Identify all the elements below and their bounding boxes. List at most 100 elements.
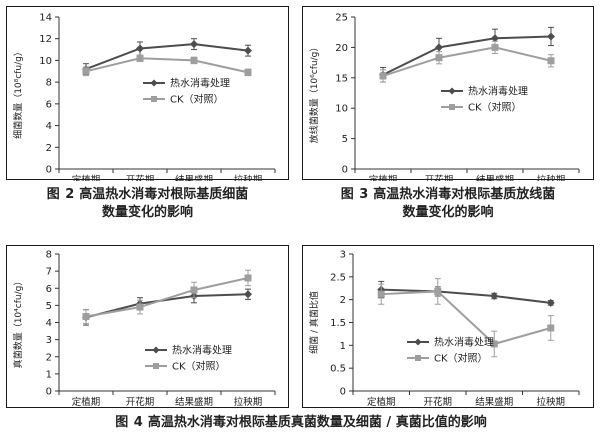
y-tick-label: 10 xyxy=(335,104,348,115)
legend-marker xyxy=(448,87,456,95)
legend-marker xyxy=(151,96,157,102)
series-line xyxy=(382,35,552,76)
y-tick-label: 14 xyxy=(39,13,52,24)
y-tick-label: 8 xyxy=(46,250,52,261)
data-point xyxy=(547,324,555,332)
chart-bacteria: 0 2 4 6 8 10 12 14 定植期 开花期 结果盛期 拉秧期 细菌数量（10⁸cfu/g） 热水… xyxy=(12,13,276,181)
chart-panel-ratio: 0 0.5 1 1.5 2 2.5 3 定植期 开花期 结果盛期 拉秧期 细菌 / 真菌比值 热水消毒处… xyxy=(302,245,594,408)
x-tick-label: 定植期 xyxy=(72,174,101,181)
chart-ratio: 0 0.5 1 1.5 2 2.5 3 定植期 开花期 结果盛期 拉秧期 细菌 / 真菌比值 热水消毒处… xyxy=(308,250,580,408)
y-tick-label: 8 xyxy=(46,78,52,89)
x-tick-label: 开花期 xyxy=(425,174,454,181)
y-tick-label: 5 xyxy=(342,134,348,145)
y-tick-label: 0 xyxy=(340,387,346,398)
y-tick-label: 6 xyxy=(46,284,52,295)
legend-label: 热水消毒处理 xyxy=(468,85,528,98)
data-point xyxy=(434,287,442,295)
data-point xyxy=(244,274,252,282)
y-tick-label: 0 xyxy=(342,165,348,176)
chart-panel-actinomycetes: 0 5 10 15 20 25 定植期 开花期 结果盛期 拉秧期 放线菌数量（10⁶cfu/g） 热水… xyxy=(302,6,594,181)
y-tick-label: 2 xyxy=(46,143,52,154)
chart-panel-bacteria: 0 2 4 6 8 10 12 14 定植期 开花期 结果盛期 拉秧期 细菌数量（10⁸cfu/g） 热水… xyxy=(6,6,289,181)
data-point xyxy=(136,303,144,311)
x-tick-label: 拉秧期 xyxy=(536,396,565,408)
legend-marker xyxy=(152,346,160,354)
y-tick-label: 6 xyxy=(46,99,52,110)
legend-label: CK（对照） xyxy=(172,360,226,373)
y-tick-label: 0 xyxy=(46,387,52,398)
caption-fig3-number: 图 3 xyxy=(340,187,369,202)
chart-actinomycetes: 0 5 10 15 20 25 定植期 开花期 结果盛期 拉秧期 放线菌数量（10⁶cfu/g） 热水… xyxy=(308,13,580,181)
data-point xyxy=(190,286,198,294)
caption-fig2-line1: 高温热水消毒对根际基质细菌 xyxy=(79,187,249,202)
x-tick-label: 开花期 xyxy=(423,396,452,408)
x-tick-label: 结果盛期 xyxy=(175,174,213,181)
y-tick-label: 5 xyxy=(46,301,52,312)
y-tick-label: 20 xyxy=(335,43,348,54)
caption-fig4: 图 4 高温热水消毒对根际基质真菌数量及细菌 / 真菌比值的影响 xyxy=(0,414,602,432)
x-tick-label: 定植期 xyxy=(367,396,396,408)
caption-fig2-number: 图 2 xyxy=(46,187,75,202)
data-point xyxy=(546,298,555,307)
data-point xyxy=(435,43,443,52)
data-point xyxy=(190,56,198,64)
legend-label: CK（对照） xyxy=(468,101,522,114)
series-line xyxy=(382,46,552,77)
series-line xyxy=(381,288,551,304)
data-point xyxy=(377,290,385,298)
y-tick-label: 2.5 xyxy=(330,272,346,283)
y-tick-label: 2 xyxy=(340,295,346,306)
x-tick-label: 结果盛期 xyxy=(475,396,513,408)
legend-label: 热水消毒处理 xyxy=(170,77,230,90)
data-point xyxy=(82,313,90,321)
data-point xyxy=(547,57,555,65)
data-point xyxy=(244,68,252,76)
data-point xyxy=(490,292,499,301)
y-tick-label: 3 xyxy=(46,335,52,346)
legend-label: CK（对照） xyxy=(170,93,224,106)
data-point xyxy=(379,72,387,80)
y-tick-label: 1.5 xyxy=(330,318,346,329)
caption-fig3-line2: 数量变化的影响 xyxy=(402,205,494,220)
series-line xyxy=(85,57,249,74)
x-tick-label: 结果盛期 xyxy=(476,174,514,181)
y-tick-label: 25 xyxy=(335,13,348,24)
y-axis-label: 细菌数量（10⁸cfu/g） xyxy=(12,47,24,139)
y-tick-label: 12 xyxy=(39,34,52,45)
data-point xyxy=(136,44,144,53)
chart-panel-fungi: 0 1 2 3 4 5 6 7 8 定植期 开花期 结果盛期 拉秧期 真菌数量（10⁴cfu/g） 热水消毒… xyxy=(6,245,289,408)
x-tick-label: 开花期 xyxy=(126,174,155,181)
data-point xyxy=(491,43,499,51)
caption-fig4-number: 图 4 xyxy=(115,415,144,430)
legend-marker xyxy=(414,338,422,346)
chart-fungi: 0 1 2 3 4 5 6 7 8 定植期 开花期 结果盛期 拉秧期 真菌数量（10⁴cfu/g） 热水消毒… xyxy=(12,250,276,408)
y-tick-label: 4 xyxy=(46,121,52,132)
series-line xyxy=(381,290,552,346)
y-axis-label: 细菌 / 真菌比值 xyxy=(308,291,320,354)
data-point xyxy=(136,54,144,62)
legend-marker xyxy=(415,355,421,361)
data-point xyxy=(82,67,90,75)
data-point xyxy=(190,40,198,49)
x-tick-label: 拉秧期 xyxy=(234,396,263,408)
y-tick-label: 7 xyxy=(46,267,52,278)
x-tick-label: 定植期 xyxy=(72,396,101,408)
caption-fig4-line1: 高温热水消毒对根际基质真菌数量及细菌 / 真菌比值的影响 xyxy=(147,415,487,430)
data-point xyxy=(547,32,555,41)
x-tick-label: 定植期 xyxy=(369,174,398,181)
legend-marker xyxy=(153,363,159,369)
x-tick-label: 结果盛期 xyxy=(175,396,213,408)
data-point xyxy=(490,340,498,348)
legend-label: CK（对照） xyxy=(434,352,488,365)
y-tick-label: 4 xyxy=(46,318,52,329)
series-line xyxy=(85,293,249,319)
y-axis-label: 真菌数量（10⁴cfu/g） xyxy=(12,277,24,369)
y-tick-label: 1 xyxy=(46,369,52,380)
data-point xyxy=(244,46,252,55)
legend-marker xyxy=(150,79,158,87)
y-tick-label: 1 xyxy=(340,341,346,352)
data-point xyxy=(491,34,499,43)
x-tick-label: 开花期 xyxy=(126,396,155,408)
y-axis-label: 放线菌数量（10⁶cfu/g） xyxy=(308,43,320,144)
series-line xyxy=(85,276,249,318)
